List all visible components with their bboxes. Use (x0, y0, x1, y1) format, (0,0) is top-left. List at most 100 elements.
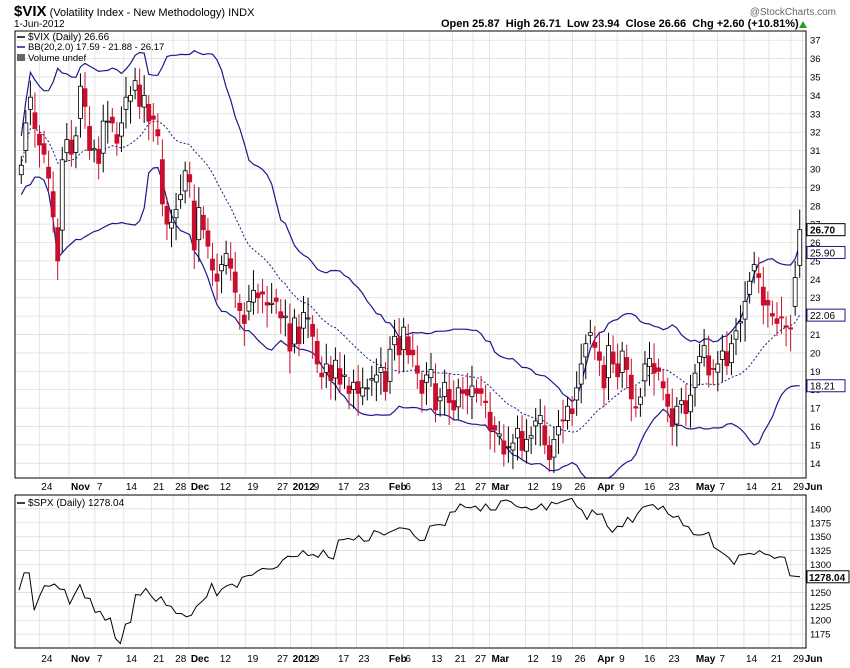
candle-body (200, 214, 206, 231)
candle-body (637, 396, 643, 405)
candle-body (455, 387, 461, 408)
candle-body (64, 139, 70, 154)
legend-volume: Volume undef (28, 53, 86, 64)
vix-x-tick: 9 (619, 482, 625, 493)
vix-candle (37, 125, 42, 168)
vix-candle (137, 68, 143, 119)
spx-y-tick: 1175 (810, 630, 830, 641)
vix-candle (483, 384, 489, 419)
vix-candle (656, 358, 662, 381)
vix-candle (433, 363, 438, 423)
vix-candle (100, 104, 106, 173)
candle-body (109, 116, 115, 124)
spx-x-tick: 21 (771, 654, 783, 665)
vix-candle (228, 242, 234, 281)
spx-y-tick: 1325 (810, 546, 831, 557)
candle-body (505, 446, 511, 449)
spx-x-tick: 27 (277, 654, 289, 665)
vix-y-tick: 30 (810, 164, 821, 175)
vix-candle (50, 171, 56, 233)
candle-body (542, 425, 548, 446)
vix-candle (678, 387, 684, 414)
vix-y-tick: 14 (810, 459, 821, 470)
legend-bb: BB(20,2.0) 17.59 - 21.88 - 26.17 (28, 42, 164, 53)
candle-body (146, 103, 152, 122)
spx-line (18, 497, 801, 645)
candle-body (510, 442, 516, 451)
vix-y-tick: 28 (810, 201, 821, 212)
vix-candle (487, 392, 493, 450)
candle-body (424, 374, 429, 383)
vix-candle (383, 362, 388, 401)
candle-body (292, 317, 297, 345)
spx-x-tick: 7 (97, 654, 103, 665)
vix-candle (770, 300, 775, 326)
spx-x-tick: Apr (597, 654, 614, 665)
candle-body (78, 85, 83, 119)
candle-body (32, 112, 38, 129)
candle-body (169, 221, 174, 229)
candle-body (269, 302, 275, 305)
vix-candle (515, 415, 520, 461)
vix-candle (569, 395, 575, 427)
candle-body (610, 351, 616, 365)
vix-x-tick: Nov (71, 482, 90, 493)
spx-x-tick: 26 (574, 654, 586, 665)
candle-body (296, 326, 302, 345)
candle-body (633, 406, 639, 409)
bb-middle-band (20, 120, 801, 433)
vix-candle (724, 331, 730, 375)
spx-y-tick: 1375 (810, 518, 831, 529)
spx-x-tick: 17 (338, 654, 350, 665)
candle-body (469, 385, 475, 398)
exchange-label: INDX (228, 7, 255, 19)
candle-body (692, 372, 698, 388)
spx-x-tick: 12 (528, 654, 540, 665)
vix-candle (260, 278, 265, 314)
candle-body (410, 349, 416, 356)
vix-candle (478, 375, 484, 406)
vix-candle (314, 328, 320, 374)
vix-y-tick: 19 (810, 367, 821, 378)
vix-candle (169, 209, 174, 248)
vix-y-tick: 23 (810, 293, 821, 304)
vix-candle (715, 351, 721, 392)
vix-candle (674, 397, 680, 447)
vix-candle (55, 218, 61, 281)
spx-x-tick: 9 (314, 654, 320, 665)
candle-body (87, 126, 92, 151)
vix-candle (428, 352, 434, 387)
vix-y-tick: 21 (810, 330, 821, 341)
candle-body (601, 364, 607, 389)
spx-panel-frame (14, 494, 807, 649)
vix-x-tick: Mar (491, 482, 509, 493)
candle-body (246, 301, 252, 312)
bb-upper-band (20, 49, 801, 403)
vix-candle (332, 347, 338, 401)
candle-body (396, 337, 402, 356)
vix-candle (414, 345, 420, 389)
spx-x-tick: Mar (491, 654, 509, 665)
vix-candle (546, 436, 552, 473)
candle-body (182, 170, 188, 192)
vix-candle (200, 206, 206, 239)
candle-body (551, 438, 557, 458)
spx-grid (15, 495, 806, 648)
vix-candle (405, 323, 411, 364)
vix-x-tick: 26 (574, 482, 586, 493)
candle-body (264, 302, 270, 306)
vix-candle (492, 416, 498, 453)
vix-x-tick: May (696, 482, 716, 493)
vix-candle (232, 251, 238, 309)
candle-body (442, 381, 448, 397)
spx-y-tick: 1200 (810, 616, 831, 627)
vix-candle (729, 334, 734, 376)
spx-y-tick: 1300 (810, 560, 831, 571)
candle-body (701, 345, 707, 358)
candle-body (537, 415, 543, 425)
vix-candle (610, 335, 616, 374)
vix-candle (255, 283, 261, 314)
vix-candle (697, 343, 702, 386)
vix-candle (182, 161, 188, 204)
vix-candle (364, 378, 370, 401)
